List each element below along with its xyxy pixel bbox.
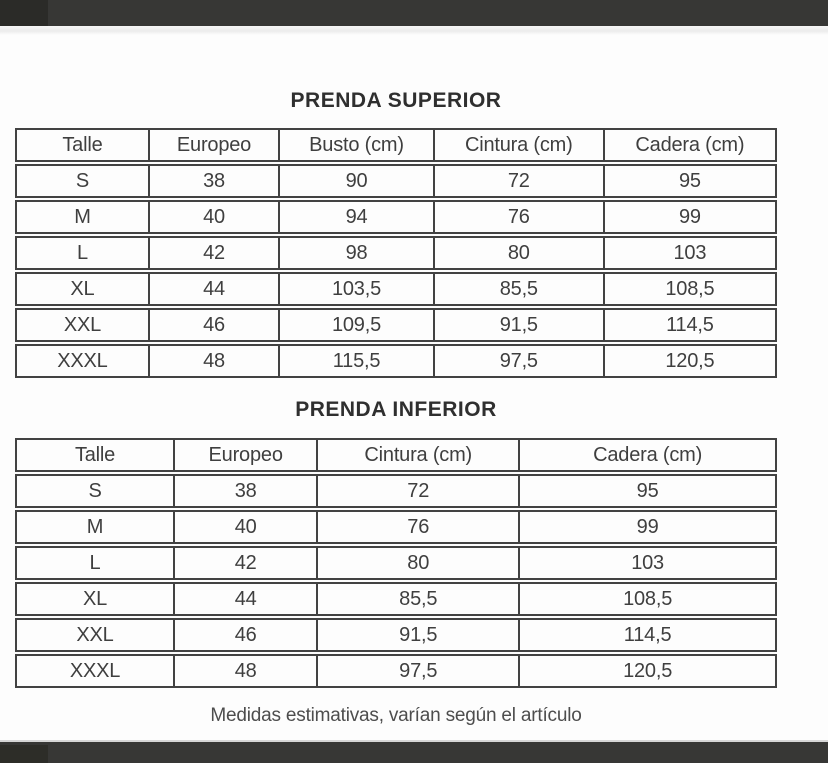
measure-cell: 97,5 — [318, 654, 521, 688]
measure-cell: 72 — [318, 474, 521, 508]
measure-cell: 114,5 — [604, 308, 777, 342]
measure-cell: 85,5 — [434, 272, 605, 306]
size-cell: XXXL — [15, 654, 176, 688]
measure-cell: 103,5 — [280, 272, 435, 306]
measure-cell: 85,5 — [318, 582, 521, 616]
measure-cell: 42 — [149, 236, 281, 270]
column-header: Cadera (cm) — [604, 128, 777, 162]
table-row: M 40 76 99 — [15, 510, 777, 544]
size-cell: M — [15, 510, 176, 544]
top-left-dark-corner — [0, 0, 48, 26]
size-table-prenda-superior: Talle Europeo Busto (cm) Cintura (cm) Cadera… — [15, 126, 777, 380]
measure-cell: 108,5 — [604, 272, 777, 306]
size-cell: M — [15, 200, 150, 234]
column-header: Cintura (cm) — [318, 438, 521, 472]
measure-cell: 91,5 — [318, 618, 521, 652]
size-cell: S — [15, 474, 176, 508]
size-table-prenda-inferior: Talle Europeo Cintura (cm) Cadera (cm) S 38 72… — [15, 436, 777, 690]
measure-cell: 120,5 — [520, 654, 777, 688]
title-prenda-inferior: PRENDA INFERIOR — [295, 398, 497, 421]
measure-cell: 99 — [520, 510, 777, 544]
size-cell: S — [15, 164, 150, 198]
measure-cell: 103 — [520, 546, 777, 580]
column-header: Talle — [15, 438, 176, 472]
measure-cell: 76 — [318, 510, 521, 544]
top-shadow-strip — [0, 26, 828, 35]
column-header: Cadera (cm) — [520, 438, 777, 472]
measure-cell: 48 — [149, 344, 281, 378]
table-row: XL 44 103,5 85,5 108,5 — [15, 272, 777, 306]
measure-cell: 46 — [175, 618, 319, 652]
measure-cell: 95 — [520, 474, 777, 508]
table-row: S 38 72 95 — [15, 474, 777, 508]
measure-cell: 90 — [280, 164, 435, 198]
table-row: XXL 46 109,5 91,5 114,5 — [15, 308, 777, 342]
measure-cell: 115,5 — [280, 344, 435, 378]
measure-cell: 80 — [434, 236, 605, 270]
size-cell: XL — [15, 582, 176, 616]
column-header: Talle — [15, 128, 150, 162]
column-header: Europeo — [149, 128, 281, 162]
table-row: S 38 90 72 95 — [15, 164, 777, 198]
measure-cell: 44 — [175, 582, 319, 616]
table-row: XXXL 48 115,5 97,5 120,5 — [15, 344, 777, 378]
header-row: Talle Europeo Cintura (cm) Cadera (cm) — [15, 438, 777, 472]
measure-cell: 120,5 — [604, 344, 777, 378]
measure-cell: 103 — [604, 236, 777, 270]
measure-cell: 114,5 — [520, 618, 777, 652]
measure-cell: 95 — [604, 164, 777, 198]
measure-cell: 44 — [149, 272, 281, 306]
measure-cell: 80 — [318, 546, 521, 580]
bottom-left-dark-corner — [0, 745, 48, 763]
measure-cell: 108,5 — [520, 582, 777, 616]
header-row: Talle Europeo Busto (cm) Cintura (cm) Cadera… — [15, 128, 777, 162]
column-header: Europeo — [175, 438, 319, 472]
measure-cell: 40 — [175, 510, 319, 544]
column-header: Busto (cm) — [280, 128, 435, 162]
size-cell: XXL — [15, 308, 150, 342]
size-cell: XXL — [15, 618, 176, 652]
measure-cell: 97,5 — [434, 344, 605, 378]
measure-cell: 94 — [280, 200, 435, 234]
measure-cell: 99 — [604, 200, 777, 234]
bottom-shadow-strip — [0, 740, 828, 742]
table-row: XXXL 48 97,5 120,5 — [15, 654, 777, 688]
measure-cell: 42 — [175, 546, 319, 580]
measure-cell: 72 — [434, 164, 605, 198]
column-header: Cintura (cm) — [434, 128, 605, 162]
table-row: L 42 98 80 103 — [15, 236, 777, 270]
measure-cell: 109,5 — [280, 308, 435, 342]
measure-cell: 48 — [175, 654, 319, 688]
table-row: L 42 80 103 — [15, 546, 777, 580]
size-cell: L — [15, 236, 150, 270]
measure-cell: 38 — [175, 474, 319, 508]
table-row: XL 44 85,5 108,5 — [15, 582, 777, 616]
measure-cell: 46 — [149, 308, 281, 342]
size-cell: XXXL — [15, 344, 150, 378]
size-cell: L — [15, 546, 176, 580]
title-prenda-superior: PRENDA SUPERIOR — [290, 89, 502, 112]
size-cell: XL — [15, 272, 150, 306]
measure-cell: 76 — [434, 200, 605, 234]
measure-cell: 38 — [149, 164, 281, 198]
measure-cell: 40 — [149, 200, 281, 234]
table-row: M 40 94 76 99 — [15, 200, 777, 234]
top-letterbox-bar — [0, 0, 828, 26]
measure-cell: 98 — [280, 236, 435, 270]
size-guide-content: PRENDA SUPERIOR Talle Europeo Busto (cm) Ci… — [15, 34, 777, 728]
measurements-disclaimer-note: Medidas estimativas, varían según el art… — [210, 705, 582, 726]
bottom-letterbox-bar — [0, 742, 828, 763]
measure-cell: 91,5 — [434, 308, 605, 342]
table-row: XXL 46 91,5 114,5 — [15, 618, 777, 652]
